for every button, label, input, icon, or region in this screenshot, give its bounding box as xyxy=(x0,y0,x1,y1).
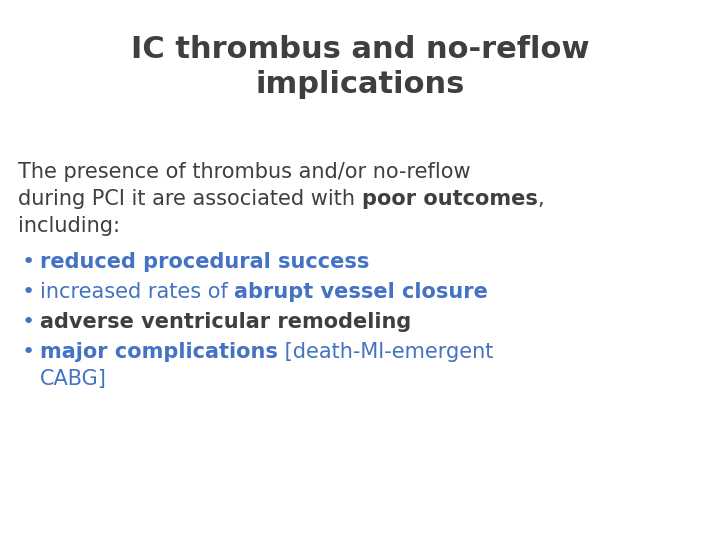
Text: IC thrombus and no-reflow
implications: IC thrombus and no-reflow implications xyxy=(131,35,589,99)
Text: reduced procedural success: reduced procedural success xyxy=(40,252,369,272)
Text: increased rates of: increased rates of xyxy=(40,282,235,302)
Text: •: • xyxy=(22,312,35,332)
Text: •: • xyxy=(22,282,35,302)
Text: CABG]: CABG] xyxy=(40,369,107,389)
Text: during PCI it are associated with: during PCI it are associated with xyxy=(18,189,361,209)
Text: major complications: major complications xyxy=(40,342,278,362)
Text: abrupt vessel closure: abrupt vessel closure xyxy=(235,282,488,302)
Text: •: • xyxy=(22,342,35,362)
Text: including:: including: xyxy=(18,216,120,236)
Text: The presence of thrombus and/or no-reflow: The presence of thrombus and/or no-reflo… xyxy=(18,162,471,182)
Text: ,: , xyxy=(538,189,544,209)
Text: •: • xyxy=(22,252,35,272)
Text: poor outcomes: poor outcomes xyxy=(361,189,538,209)
Text: [death-MI-emergent: [death-MI-emergent xyxy=(278,342,493,362)
Text: adverse ventricular remodeling: adverse ventricular remodeling xyxy=(40,312,411,332)
